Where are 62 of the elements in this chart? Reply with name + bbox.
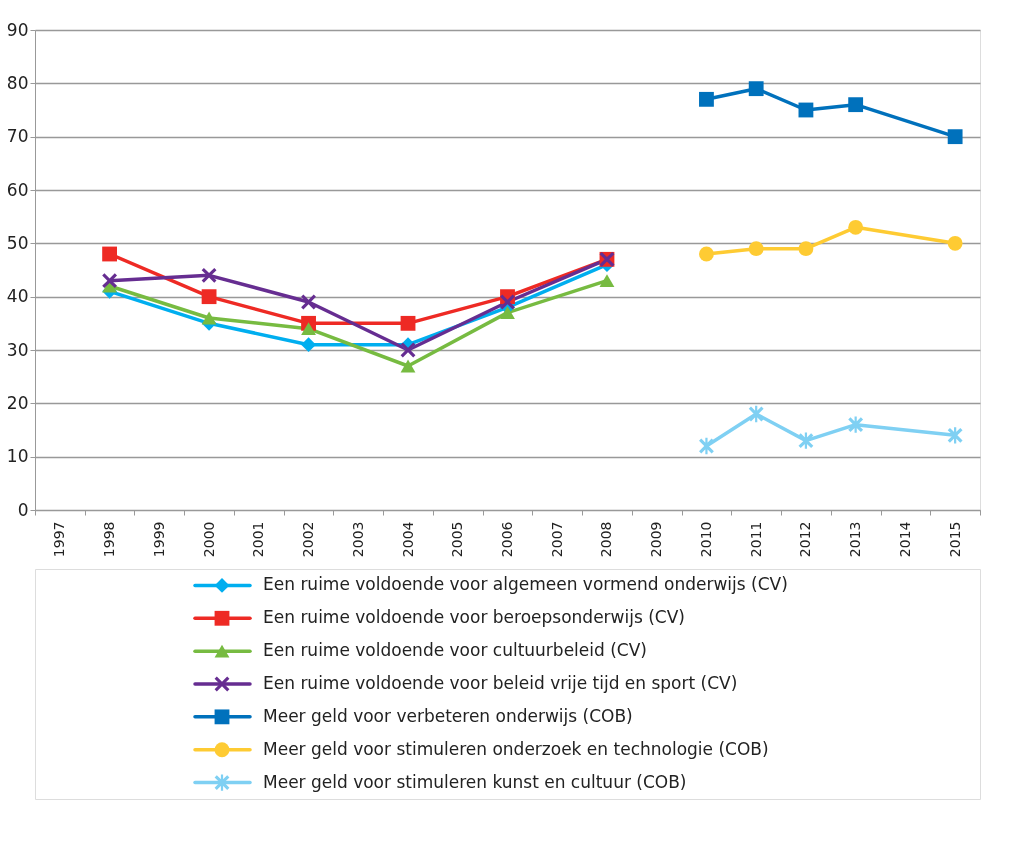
point bbox=[400, 315, 416, 331]
x-tick-label: 2012 bbox=[797, 521, 814, 558]
y-tick-label: 20 bbox=[6, 392, 29, 413]
x-tick-label: 2014 bbox=[896, 521, 913, 558]
y-tick-label: 70 bbox=[6, 126, 29, 147]
y-tick-label: 60 bbox=[6, 179, 29, 200]
y-tick-label: 30 bbox=[6, 339, 29, 360]
legend-label: Meer geld voor stimuleren onderzoek en technologie (COB) bbox=[263, 738, 769, 759]
point bbox=[599, 274, 615, 288]
x-tick-label: 2004 bbox=[399, 521, 416, 558]
y-tick-label: 90 bbox=[6, 19, 29, 40]
point bbox=[400, 342, 416, 358]
x-tick-label: 2013 bbox=[847, 521, 864, 558]
x-tick-label: 2015 bbox=[946, 521, 963, 558]
point bbox=[102, 246, 118, 262]
y-tick-label: 40 bbox=[6, 286, 29, 307]
point bbox=[102, 273, 118, 289]
legend-label: Meer geld voor stimuleren kunst en cultuur (COB) bbox=[263, 771, 687, 792]
x-tick-label: 2003 bbox=[349, 521, 366, 558]
x-tick-label: 2011 bbox=[747, 521, 764, 558]
x-tick-label: 2008 bbox=[598, 521, 615, 558]
x-tick-label: 2007 bbox=[548, 521, 565, 558]
point bbox=[748, 81, 764, 97]
x-tick-label: 2009 bbox=[648, 521, 665, 558]
point bbox=[748, 241, 764, 257]
point bbox=[699, 246, 714, 262]
legend-label: Een ruime voldoende voor algemeen vormend onderwijs (CV) bbox=[263, 574, 788, 595]
point bbox=[301, 294, 316, 310]
point bbox=[400, 359, 416, 373]
point bbox=[947, 129, 963, 145]
point bbox=[798, 241, 814, 257]
x-tick-label: 2000 bbox=[200, 521, 217, 558]
legend-label: Meer geld voor verbeteren onderwijs (COB) bbox=[263, 705, 633, 726]
x-tick-label: 2005 bbox=[449, 521, 466, 558]
x-tick-label: 1997 bbox=[51, 521, 68, 558]
legend-label: Een ruime voldoende voor beroepsonderwijs (CV) bbox=[263, 607, 685, 628]
legend-label: Een ruime voldoende voor cultuurbeleid (CV) bbox=[263, 640, 647, 661]
x-tick-label: 1998 bbox=[101, 521, 118, 558]
x-tick-label: 1999 bbox=[150, 521, 167, 558]
point bbox=[947, 235, 963, 251]
point bbox=[201, 289, 217, 305]
point bbox=[500, 306, 515, 320]
legend-label: Een ruime voldoende voor beleid vrije tijd en sport (CV) bbox=[263, 673, 738, 693]
point bbox=[947, 427, 963, 444]
point bbox=[500, 294, 515, 310]
point bbox=[748, 405, 764, 423]
x-tick-label: 2006 bbox=[499, 521, 515, 558]
x-tick-label: 2001 bbox=[250, 521, 267, 558]
point bbox=[301, 337, 316, 353]
y-tick-label: 50 bbox=[6, 232, 29, 253]
point bbox=[699, 437, 714, 455]
point bbox=[301, 322, 316, 336]
point bbox=[201, 311, 217, 325]
point bbox=[848, 219, 864, 235]
x-tick-label: 2002 bbox=[300, 521, 317, 558]
point bbox=[848, 97, 864, 113]
point bbox=[699, 91, 714, 107]
point bbox=[201, 267, 217, 283]
x-tick-label: 2010 bbox=[697, 521, 714, 558]
y-tick-label: 80 bbox=[6, 72, 29, 93]
y-tick-label: 0 bbox=[17, 499, 29, 520]
y-tick-label: 10 bbox=[6, 446, 29, 467]
